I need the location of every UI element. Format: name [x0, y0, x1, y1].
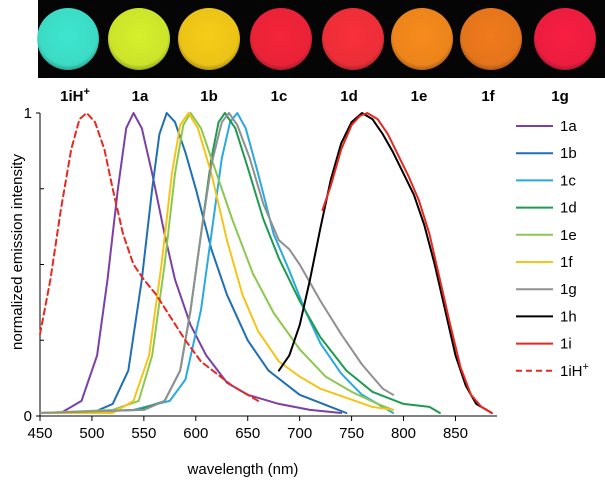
sample-disc-1ih-plus: [37, 8, 99, 70]
series-line-1h: [277, 112, 493, 414]
legend-label: 1f: [560, 254, 573, 271]
x-tick-label: 850: [443, 425, 468, 442]
sample-disc-1a: [108, 8, 170, 70]
x-tick-label: 800: [391, 425, 416, 442]
x-tick-label: 650: [235, 425, 260, 442]
legend-label: 1iH+: [560, 361, 589, 380]
sample-disc-1b: [178, 8, 240, 70]
x-tick-label: 750: [339, 425, 364, 442]
y-axis-title: normalized emission intensity: [9, 154, 26, 350]
sample-labels: 1iH+ 1a 1b 1c 1d 1e 1f 1g: [60, 86, 569, 105]
sample-photo-strip: [37, 0, 605, 78]
legend-label: 1h: [560, 308, 577, 325]
sample-disc-1g: [534, 8, 596, 70]
sample-label: 1c: [271, 88, 288, 105]
legend-label: 1i: [560, 336, 572, 353]
sample-label: 1f: [481, 88, 495, 105]
sample-label: 1a: [132, 88, 149, 105]
y-tick-label: 1: [24, 105, 32, 122]
sample-disc-1f: [460, 8, 522, 70]
series-line-1e: [39, 112, 395, 414]
sample-disc-1c: [250, 8, 312, 70]
series-line-1g: [39, 112, 395, 414]
sample-label: 1d: [340, 88, 358, 105]
x-tick-label: 550: [131, 425, 156, 442]
legend-label: 1a: [560, 118, 577, 135]
sample-label: 1g: [551, 88, 569, 105]
sample-label: 1e: [411, 88, 428, 105]
legend-label: 1g: [560, 281, 577, 298]
sample-disc-1d: [322, 8, 384, 70]
series-line-1i: [321, 112, 493, 414]
series-line-1f: [39, 112, 395, 414]
legend-label: 1d: [560, 200, 577, 217]
sample-label: 1b: [200, 88, 218, 105]
plot-area: 450 500 550 600 650 700 750 800 850 0 1: [24, 105, 497, 442]
series-line-1iHh-plus: [39, 112, 260, 402]
y-tick-label: 0: [24, 408, 32, 425]
x-tick-label: 500: [79, 425, 104, 442]
sample-disc-1e: [391, 8, 453, 70]
x-tick-label: 450: [27, 425, 52, 442]
legend-label: 1c: [560, 172, 576, 189]
x-axis-title: wavelength (nm): [187, 461, 299, 478]
legend: 1a 1b 1c 1d 1e 1f 1g 1h 1i 1iH+: [516, 118, 589, 380]
series-line-1b: [39, 112, 348, 414]
legend-label: 1e: [560, 227, 577, 244]
sample-label: 1iH+: [60, 86, 90, 105]
series-line-1c: [39, 112, 395, 414]
legend-label: 1b: [560, 145, 577, 162]
x-tick-label: 700: [287, 425, 312, 442]
x-tick-label: 600: [183, 425, 208, 442]
